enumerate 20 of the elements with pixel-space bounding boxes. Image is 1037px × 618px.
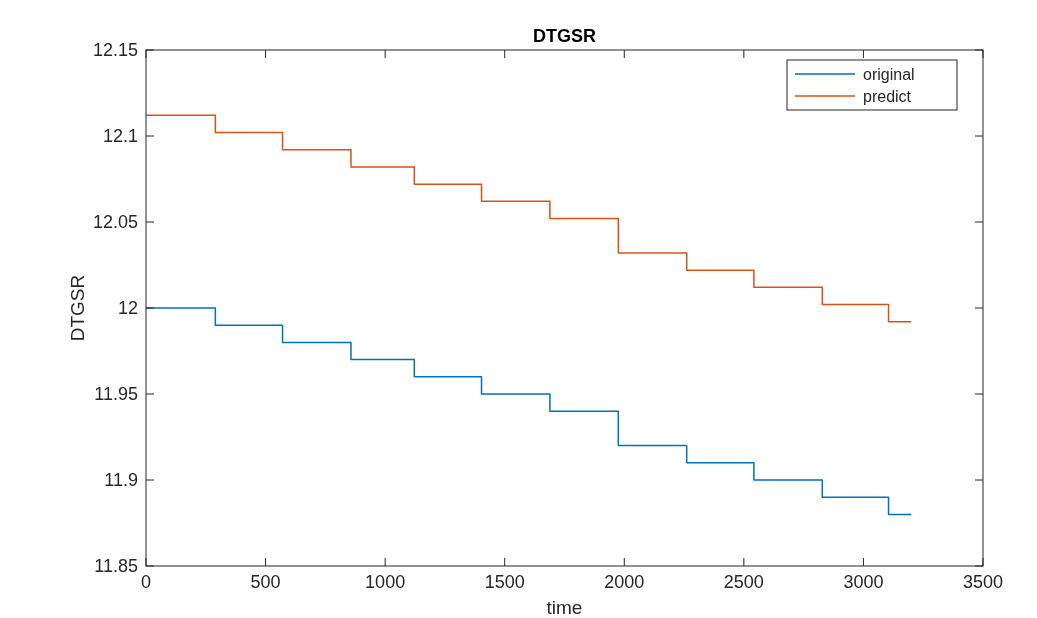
x-tick-label: 1500 — [484, 572, 525, 592]
y-tick-label: 12.1 — [102, 126, 138, 146]
legend-label: original — [863, 66, 915, 83]
chart-title: DTGSR — [533, 26, 596, 46]
x-tick-label: 2000 — [604, 572, 645, 592]
y-tick-label: 11.9 — [104, 470, 138, 490]
x-tick-label: 500 — [250, 572, 281, 592]
x-tick-label: 3500 — [962, 572, 1004, 592]
x-tick-label: 0 — [140, 572, 152, 592]
y-tick-label: 11.85 — [94, 556, 138, 576]
x-tick-label: 3000 — [843, 572, 884, 592]
x-tick-label: 1000 — [365, 572, 406, 592]
y-tick-label: 12.15 — [92, 40, 138, 60]
x-tick-label: 2500 — [723, 572, 764, 592]
y-tick-label: 11.95 — [94, 384, 138, 404]
x-axis-title: time — [546, 597, 583, 618]
y-tick-label: 12.05 — [92, 212, 138, 232]
legend-label: predict — [863, 88, 912, 105]
y-tick-label: 12 — [117, 298, 138, 318]
y-axis-title: DTGSR — [67, 274, 88, 342]
